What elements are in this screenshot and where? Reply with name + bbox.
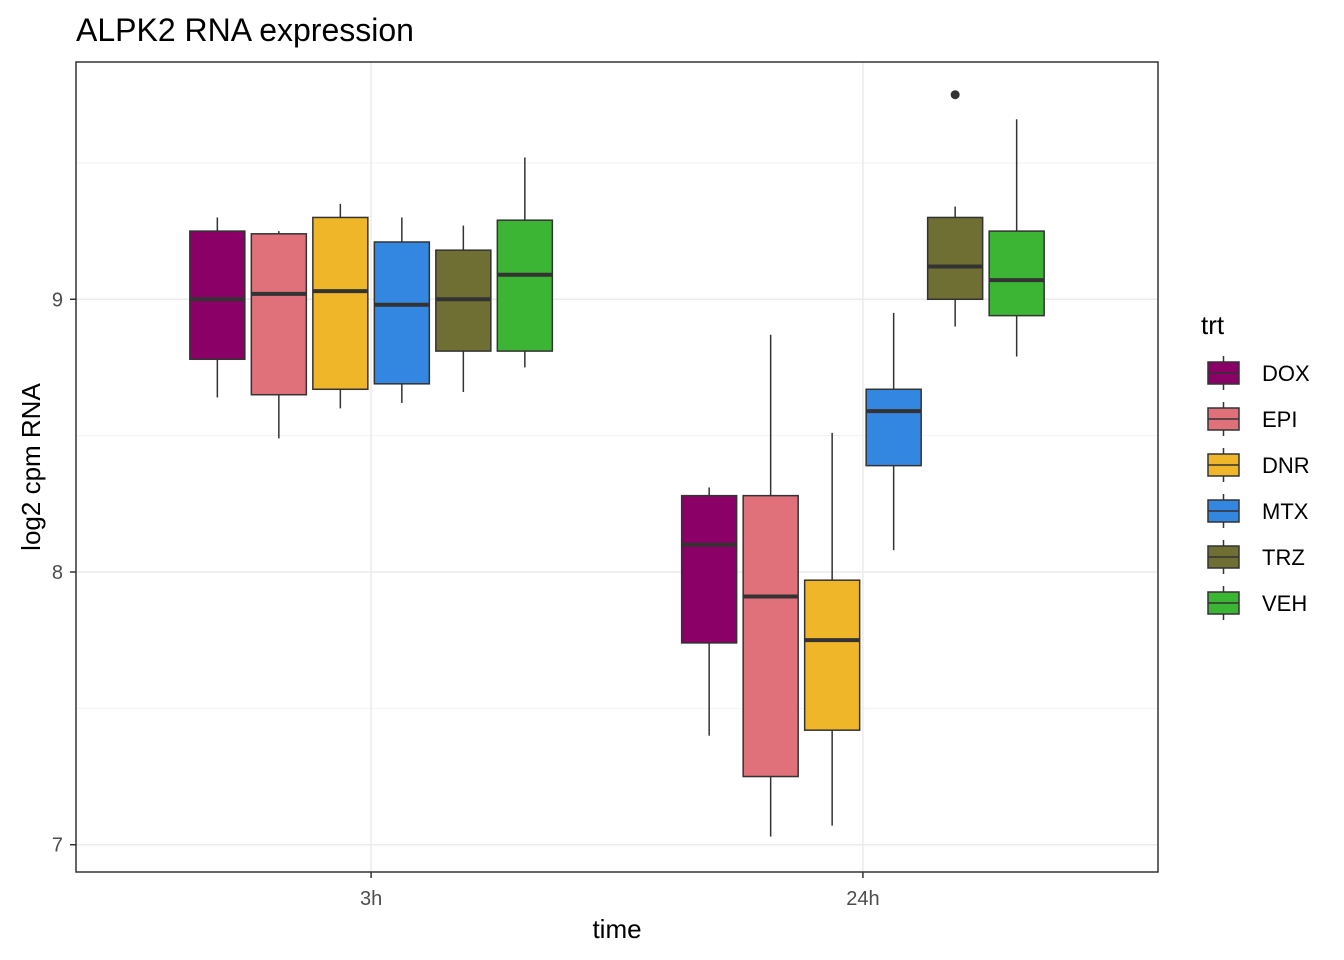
legend-label: TRZ: [1262, 545, 1305, 570]
y-tick-label: 8: [52, 562, 63, 584]
box-iqr: [496, 219, 554, 352]
y-tick-label: 9: [52, 289, 63, 311]
box-iqr: [742, 494, 799, 778]
legend-label: EPI: [1262, 407, 1297, 432]
box-iqr: [680, 494, 738, 644]
chart-title: ALPK2 RNA expression: [76, 12, 414, 48]
plot-panel-border: [75, 61, 1159, 873]
legend-item-mtx: MTX: [1205, 494, 1309, 528]
box-epi-24h: [742, 334, 799, 837]
x-axis-title: time: [592, 914, 641, 944]
x-tick-label: 3h: [360, 888, 382, 910]
y-tick-label: 7: [52, 835, 63, 857]
legend-item-dnr: DNR: [1205, 448, 1310, 482]
boxes: [189, 90, 1045, 837]
box-iqr: [373, 241, 431, 385]
legend-item-trz: TRZ: [1205, 540, 1305, 574]
box-iqr: [803, 579, 861, 731]
box-veh-24h: [988, 119, 1045, 357]
axes: 7 8 9 3h 24h: [52, 289, 880, 910]
box-veh-3h: [496, 157, 554, 368]
x-tick-label: 24h: [846, 888, 879, 910]
box-dox-3h: [189, 217, 246, 398]
box-iqr: [189, 230, 246, 361]
box-dnr-3h: [312, 203, 369, 409]
box-trz-3h: [435, 225, 492, 392]
box-mtx-24h: [865, 312, 922, 551]
box-iqr: [865, 388, 922, 467]
legend-item-dox: DOX: [1205, 356, 1310, 390]
legend-item-veh: VEH: [1205, 586, 1307, 620]
legend-title: trt: [1201, 310, 1225, 340]
grid: [76, 62, 1158, 872]
box-iqr: [926, 216, 984, 301]
legend-label: MTX: [1262, 499, 1309, 524]
legend-label: DNR: [1262, 453, 1310, 478]
box-dox-24h: [680, 487, 738, 736]
legend-label: DOX: [1262, 361, 1310, 386]
y-axis-title: log2 cpm RNA: [16, 383, 46, 551]
box-epi-3h: [250, 231, 308, 439]
box-mtx-3h: [373, 217, 431, 403]
box-dnr-24h: [803, 432, 861, 826]
legend-item-epi: EPI: [1205, 402, 1297, 436]
box-iqr: [250, 233, 308, 396]
box-trz-24h: [926, 90, 984, 327]
legend-label: VEH: [1262, 591, 1307, 616]
box-iqr: [988, 230, 1045, 317]
box-iqr: [312, 216, 369, 391]
legend: trt DOX EPI DNR MTX TRZ VEH: [1201, 310, 1310, 620]
outlier-point: [950, 90, 960, 100]
